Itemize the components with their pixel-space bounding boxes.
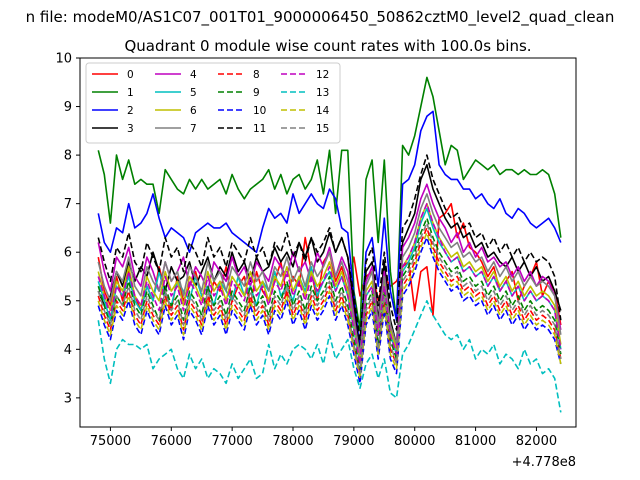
legend-label-15: 15 <box>316 123 329 135</box>
chart-title: Quadrant 0 module wise count rates with … <box>124 37 531 55</box>
legend-label-10: 10 <box>253 105 266 117</box>
legend-label-2: 2 <box>127 105 134 117</box>
series-line-7 <box>97 193 562 356</box>
series-line-14 <box>97 232 562 380</box>
series-line-3 <box>97 164 562 356</box>
legend-label-12: 12 <box>316 69 329 81</box>
legend-label-14: 14 <box>316 105 330 117</box>
y-tick-label: 7 <box>64 197 72 212</box>
series-line-12 <box>97 202 562 365</box>
y-tick-label: 8 <box>64 149 72 164</box>
x-tick-label: 82000 <box>516 434 557 449</box>
x-tick-label: 78000 <box>272 434 313 449</box>
x-tick-label: 76000 <box>151 434 192 449</box>
legend-label-1: 1 <box>127 87 134 99</box>
x-axis-offset-label: +4.778e8 <box>512 455 576 470</box>
legend-label-0: 0 <box>127 69 134 81</box>
y-tick-label: 4 <box>64 343 72 358</box>
y-tick-label: 6 <box>64 246 72 261</box>
y-tick-label: 5 <box>64 294 72 309</box>
series-line-9 <box>97 217 562 370</box>
y-axis: 3 4 5 6 7 8 9 10 <box>55 52 80 406</box>
x-tick-label: 79000 <box>333 434 374 449</box>
axes-frame <box>79 57 577 428</box>
x-tick-label: 77000 <box>211 434 252 449</box>
legend-label-5: 5 <box>190 87 197 99</box>
y-tick-label: 3 <box>64 391 72 406</box>
legend-label-6: 6 <box>190 105 197 117</box>
series-line-13 <box>97 299 562 413</box>
legend-label-9: 9 <box>253 87 260 99</box>
series-line-1 <box>97 76 562 331</box>
plot-lines <box>97 76 562 413</box>
legend-label-7: 7 <box>190 123 197 135</box>
legend-label-11: 11 <box>253 123 266 135</box>
x-axis: 75000 76000 77000 78000 79000 80000 81000 82000 <box>90 427 557 449</box>
legend-label-4: 4 <box>190 69 197 81</box>
series-line-6 <box>97 202 562 360</box>
legend-label-13: 13 <box>316 87 329 99</box>
figure-suptitle: n file: modeM0/AS1C07_001T01_9000006450_… <box>26 8 615 27</box>
x-tick-label: 80000 <box>394 434 435 449</box>
legend-label-8: 8 <box>253 69 260 81</box>
series-line-8 <box>97 227 562 375</box>
series-line-10 <box>97 236 562 385</box>
series-line-15 <box>97 222 562 375</box>
legend-label-3: 3 <box>127 123 134 135</box>
x-tick-label: 75000 <box>90 434 131 449</box>
series-line-11 <box>97 154 562 341</box>
legend-frame <box>85 62 341 144</box>
y-tick-label: 10 <box>55 52 72 67</box>
y-tick-label: 9 <box>64 100 72 115</box>
x-tick-label: 81000 <box>455 434 496 449</box>
series-line-2 <box>97 110 562 351</box>
